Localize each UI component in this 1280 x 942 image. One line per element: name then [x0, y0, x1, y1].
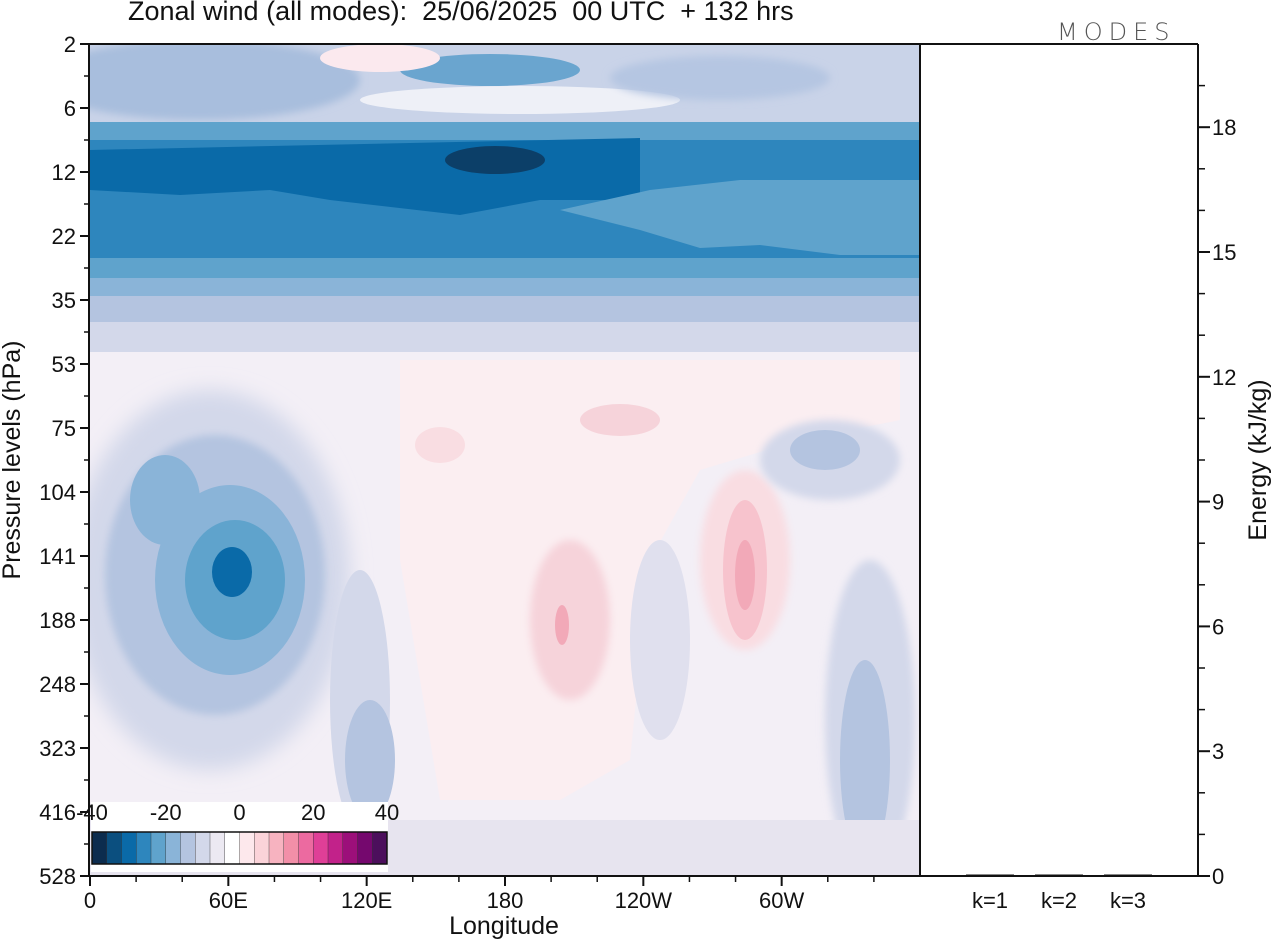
- colorbar-cell: [342, 831, 359, 865]
- energy-axis-title: Energy (kJ/kg): [1244, 379, 1272, 540]
- y-axis-ticks: 2 6 12 22 35 53 75 104 141 188 248 323 416 528: [39, 32, 90, 889]
- energy-bar: [1104, 874, 1152, 876]
- colorbar: -40 -20 0 20 40: [76, 800, 399, 872]
- colorbar-tick-label: -40: [76, 800, 108, 825]
- y-tick-label: 22: [52, 224, 76, 249]
- energy-axis-ticks: 0 3 6 9 12 15 18: [1198, 84, 1236, 889]
- colorbar-cell: [136, 831, 152, 865]
- x-tick-label: 120W: [615, 888, 673, 913]
- y-tick-label: 528: [39, 864, 76, 889]
- colorbar-cell: [195, 831, 211, 865]
- y-tick-label: 323: [39, 736, 76, 761]
- colorbar-cell: [313, 831, 329, 865]
- energy-tick-label: 0: [1212, 864, 1224, 889]
- colorbar-cell: [254, 831, 270, 865]
- colorbar-cell: [327, 831, 344, 865]
- y-tick-label: 104: [39, 480, 76, 505]
- x-tick-label: 0: [84, 888, 96, 913]
- colorbar-cell: [209, 831, 226, 865]
- energy-tick-label: 9: [1212, 490, 1224, 515]
- colorbar-cell: [298, 831, 314, 865]
- modes-logo: MODES: [1057, 18, 1176, 46]
- colorbar-cell: [150, 831, 167, 865]
- colorbar-cell: [224, 831, 241, 865]
- x-tick-label: 60E: [209, 888, 248, 913]
- energy-tick-label: 18: [1212, 115, 1236, 140]
- energy-tick-label: 12: [1212, 365, 1236, 390]
- chart-title: Zonal wind (all modes): 25/06/2025 00 UT…: [128, 0, 794, 26]
- energy-tick-label: 15: [1212, 240, 1236, 265]
- energy-tick-label: 3: [1212, 739, 1224, 764]
- colorbar-cell: [268, 831, 285, 865]
- y-tick-label: 141: [39, 544, 76, 569]
- energy-bar: [1035, 874, 1083, 876]
- k-label: k=1: [972, 888, 1008, 913]
- x-tick-label: 60W: [759, 888, 804, 913]
- colorbar-cell: [372, 831, 388, 865]
- colorbar-cell: [239, 831, 255, 865]
- colorbar-cell: [121, 831, 137, 865]
- y-tick-label: 188: [39, 608, 76, 633]
- colorbar-tick-label: -20: [150, 800, 182, 825]
- energy-bars: [966, 874, 1152, 876]
- y-tick-label: 12: [52, 160, 76, 185]
- colorbar-cell: [106, 831, 123, 865]
- colorbar-cell: [91, 831, 108, 865]
- y-axis-title: Pressure levels (hPa): [0, 341, 26, 580]
- contour-field: [90, 44, 920, 876]
- colorbar-cell: [283, 831, 300, 865]
- x-axis-ticks: 0 60E 120E 180 120W 60W: [84, 876, 875, 913]
- colorbar-cell: [165, 831, 182, 865]
- y-tick-label: 53: [52, 352, 76, 377]
- y-tick-label: 6: [64, 96, 76, 121]
- k-labels: k=1 k=2 k=3: [972, 888, 1146, 913]
- colorbar-cell: [180, 831, 196, 865]
- energy-bar: [966, 874, 1014, 876]
- colorbar-cell: [357, 831, 373, 865]
- y-tick-label: 35: [52, 288, 76, 313]
- k-label: k=3: [1110, 888, 1146, 913]
- k-label: k=2: [1041, 888, 1077, 913]
- colorbar-tick-label: 0: [233, 800, 245, 825]
- x-axis-title: Longitude: [449, 912, 559, 940]
- y-tick-label: 2: [64, 32, 76, 57]
- colorbar-tick-label: 40: [375, 800, 399, 825]
- y-tick-label: 416: [39, 800, 76, 825]
- x-tick-label: 120E: [341, 888, 392, 913]
- energy-tick-label: 6: [1212, 614, 1224, 639]
- x-tick-label: 180: [487, 888, 524, 913]
- colorbar-tick-label: 20: [301, 800, 325, 825]
- y-tick-label: 248: [39, 672, 76, 697]
- y-tick-label: 75: [52, 416, 76, 441]
